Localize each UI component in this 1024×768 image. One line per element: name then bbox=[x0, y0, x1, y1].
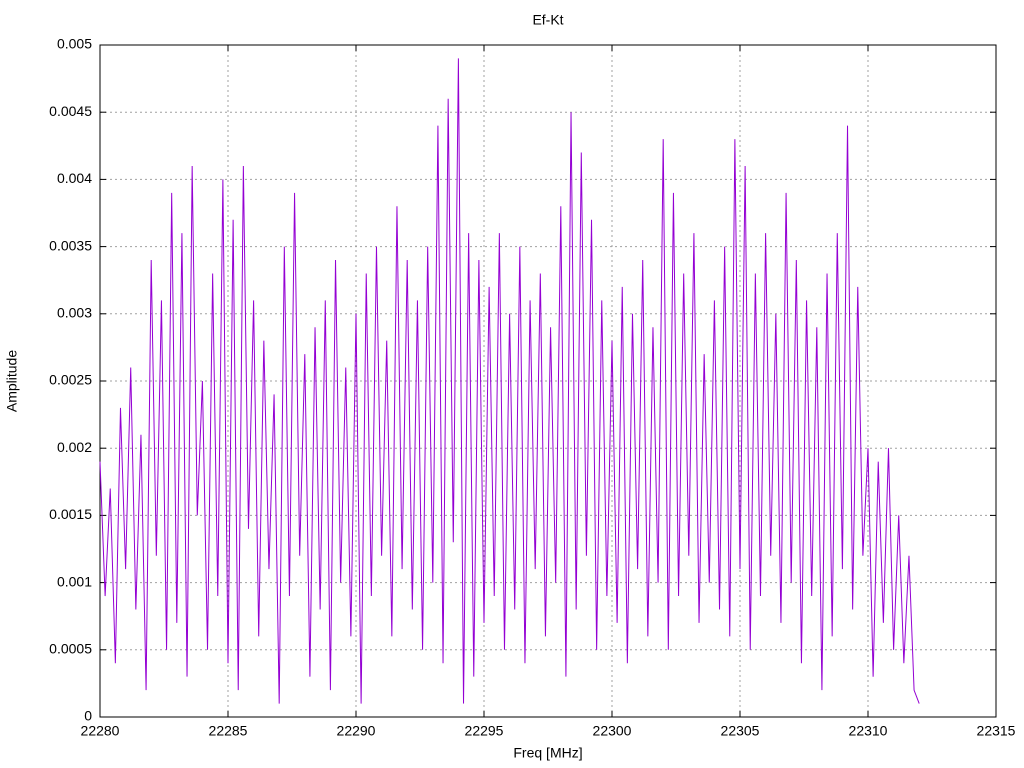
x-tick-label: 22315 bbox=[977, 723, 1016, 739]
y-tick-label: 0 bbox=[84, 708, 92, 724]
data-line bbox=[99, 58, 920, 704]
y-axis-label: Amplitude bbox=[4, 350, 20, 412]
y-tick-label: 0.0005 bbox=[49, 641, 92, 657]
x-tick-label: 22295 bbox=[465, 723, 504, 739]
x-axis-label: Freq [MHz] bbox=[513, 745, 582, 761]
x-tick-label: 22305 bbox=[721, 723, 760, 739]
chart-title: Ef-Kt bbox=[532, 12, 563, 28]
y-tick-label: 0.002 bbox=[57, 439, 92, 455]
x-tick-label: 22300 bbox=[593, 723, 632, 739]
x-tick-label: 22310 bbox=[849, 723, 888, 739]
y-tick-label: 0.0035 bbox=[49, 237, 92, 253]
x-tick-label: 22285 bbox=[209, 723, 248, 739]
y-tick-label: 0.0025 bbox=[49, 372, 92, 388]
y-tick-label: 0.0015 bbox=[49, 506, 92, 522]
plot-border bbox=[99, 44, 997, 718]
y-tick-label: 0.0045 bbox=[49, 103, 92, 119]
x-tick-label: 22290 bbox=[337, 723, 376, 739]
y-tick-label: 0.004 bbox=[57, 170, 92, 186]
y-tick-label: 0.001 bbox=[57, 573, 92, 589]
y-tick-label: 0.005 bbox=[57, 36, 92, 52]
x-tick-label: 22280 bbox=[81, 723, 120, 739]
y-tick-label: 0.003 bbox=[57, 305, 92, 321]
